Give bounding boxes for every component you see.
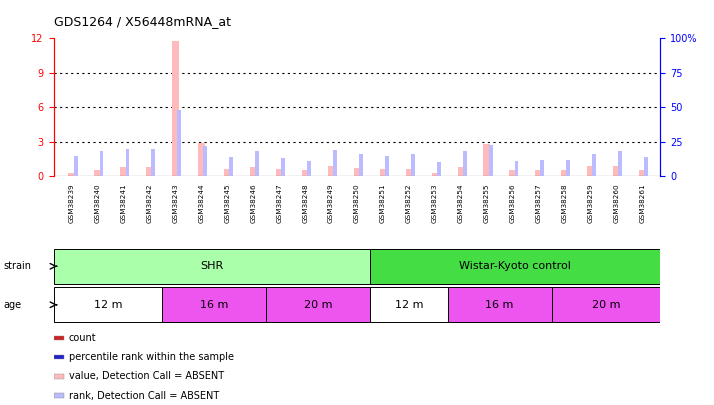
Bar bbox=[54, 288, 163, 322]
Bar bbox=[448, 288, 551, 322]
Bar bbox=[146, 167, 153, 176]
Bar bbox=[126, 149, 129, 176]
Text: GSM38239: GSM38239 bbox=[69, 183, 75, 223]
Bar bbox=[54, 335, 64, 340]
Text: GSM38260: GSM38260 bbox=[613, 183, 619, 223]
Bar bbox=[229, 157, 233, 176]
Text: age: age bbox=[4, 300, 21, 310]
Text: GSM38240: GSM38240 bbox=[95, 183, 101, 223]
Text: GSM38252: GSM38252 bbox=[406, 183, 412, 223]
Bar bbox=[99, 151, 104, 176]
Bar bbox=[54, 374, 64, 379]
Bar bbox=[151, 149, 156, 176]
Text: strain: strain bbox=[4, 261, 31, 271]
Bar bbox=[177, 110, 181, 176]
Bar bbox=[255, 151, 259, 176]
Text: SHR: SHR bbox=[200, 261, 223, 271]
Bar bbox=[437, 162, 441, 176]
Bar bbox=[618, 151, 622, 176]
Bar bbox=[307, 161, 311, 176]
Bar bbox=[353, 168, 361, 176]
Bar bbox=[370, 249, 660, 284]
Bar bbox=[54, 393, 64, 398]
Bar bbox=[250, 167, 256, 176]
Bar bbox=[276, 169, 283, 176]
Bar bbox=[431, 173, 438, 176]
Text: GSM38248: GSM38248 bbox=[302, 183, 308, 223]
Text: GSM38250: GSM38250 bbox=[354, 183, 360, 223]
Text: GSM38247: GSM38247 bbox=[276, 183, 282, 223]
Text: GSM38253: GSM38253 bbox=[432, 183, 438, 223]
Bar bbox=[593, 154, 596, 176]
Text: GSM38241: GSM38241 bbox=[121, 183, 126, 223]
Text: GSM38261: GSM38261 bbox=[639, 183, 645, 223]
Text: percentile rank within the sample: percentile rank within the sample bbox=[69, 352, 233, 362]
Bar bbox=[551, 288, 660, 322]
Bar bbox=[463, 151, 466, 176]
Bar bbox=[406, 169, 412, 176]
Bar bbox=[302, 171, 308, 176]
Bar bbox=[94, 171, 101, 176]
Text: GSM38242: GSM38242 bbox=[146, 183, 153, 223]
Bar bbox=[69, 173, 75, 176]
Text: GSM38259: GSM38259 bbox=[588, 183, 593, 223]
Bar bbox=[328, 166, 334, 176]
Text: GSM38255: GSM38255 bbox=[483, 183, 490, 223]
Bar bbox=[540, 160, 544, 176]
Bar bbox=[54, 249, 370, 284]
Text: GSM38254: GSM38254 bbox=[458, 183, 464, 223]
Bar bbox=[613, 166, 620, 176]
Bar bbox=[172, 41, 178, 176]
Bar bbox=[639, 171, 645, 176]
Bar bbox=[483, 144, 490, 176]
Bar bbox=[203, 146, 207, 176]
Bar bbox=[380, 169, 386, 176]
Text: count: count bbox=[69, 333, 96, 343]
Text: GSM38256: GSM38256 bbox=[510, 183, 516, 223]
Bar bbox=[488, 145, 493, 176]
Text: GSM38257: GSM38257 bbox=[536, 183, 541, 223]
Bar bbox=[370, 288, 448, 322]
Text: 20 m: 20 m bbox=[592, 300, 620, 310]
Bar bbox=[266, 288, 370, 322]
Bar bbox=[74, 156, 78, 176]
Text: Wistar-Kyoto control: Wistar-Kyoto control bbox=[459, 261, 571, 271]
Bar bbox=[587, 166, 593, 176]
Bar bbox=[163, 288, 266, 322]
Bar bbox=[198, 143, 205, 176]
Text: GSM38251: GSM38251 bbox=[380, 183, 386, 223]
Bar bbox=[458, 167, 464, 176]
Text: GDS1264 / X56448mRNA_at: GDS1264 / X56448mRNA_at bbox=[54, 15, 231, 28]
Text: 16 m: 16 m bbox=[486, 300, 514, 310]
Text: GSM38245: GSM38245 bbox=[224, 183, 231, 223]
Bar bbox=[515, 161, 518, 176]
Bar bbox=[411, 154, 415, 176]
Text: value, Detection Call = ABSENT: value, Detection Call = ABSENT bbox=[69, 371, 224, 382]
Bar bbox=[536, 171, 542, 176]
Text: 12 m: 12 m bbox=[395, 300, 423, 310]
Text: rank, Detection Call = ABSENT: rank, Detection Call = ABSENT bbox=[69, 390, 219, 401]
Bar bbox=[566, 160, 570, 176]
Bar bbox=[644, 157, 648, 176]
Bar bbox=[561, 171, 568, 176]
Bar bbox=[281, 158, 285, 176]
Bar bbox=[224, 169, 231, 176]
Text: GSM38246: GSM38246 bbox=[250, 183, 256, 223]
Bar bbox=[359, 154, 363, 176]
Text: 20 m: 20 m bbox=[304, 300, 332, 310]
Bar bbox=[509, 171, 516, 176]
Bar bbox=[121, 167, 127, 176]
Text: GSM38258: GSM38258 bbox=[561, 183, 568, 223]
Bar bbox=[333, 150, 337, 176]
Text: GSM38244: GSM38244 bbox=[198, 183, 204, 223]
Text: 16 m: 16 m bbox=[200, 300, 228, 310]
Bar bbox=[385, 156, 388, 176]
Text: GSM38249: GSM38249 bbox=[328, 183, 334, 223]
Bar bbox=[54, 355, 64, 359]
Text: 12 m: 12 m bbox=[94, 300, 122, 310]
Text: GSM38243: GSM38243 bbox=[173, 183, 178, 223]
